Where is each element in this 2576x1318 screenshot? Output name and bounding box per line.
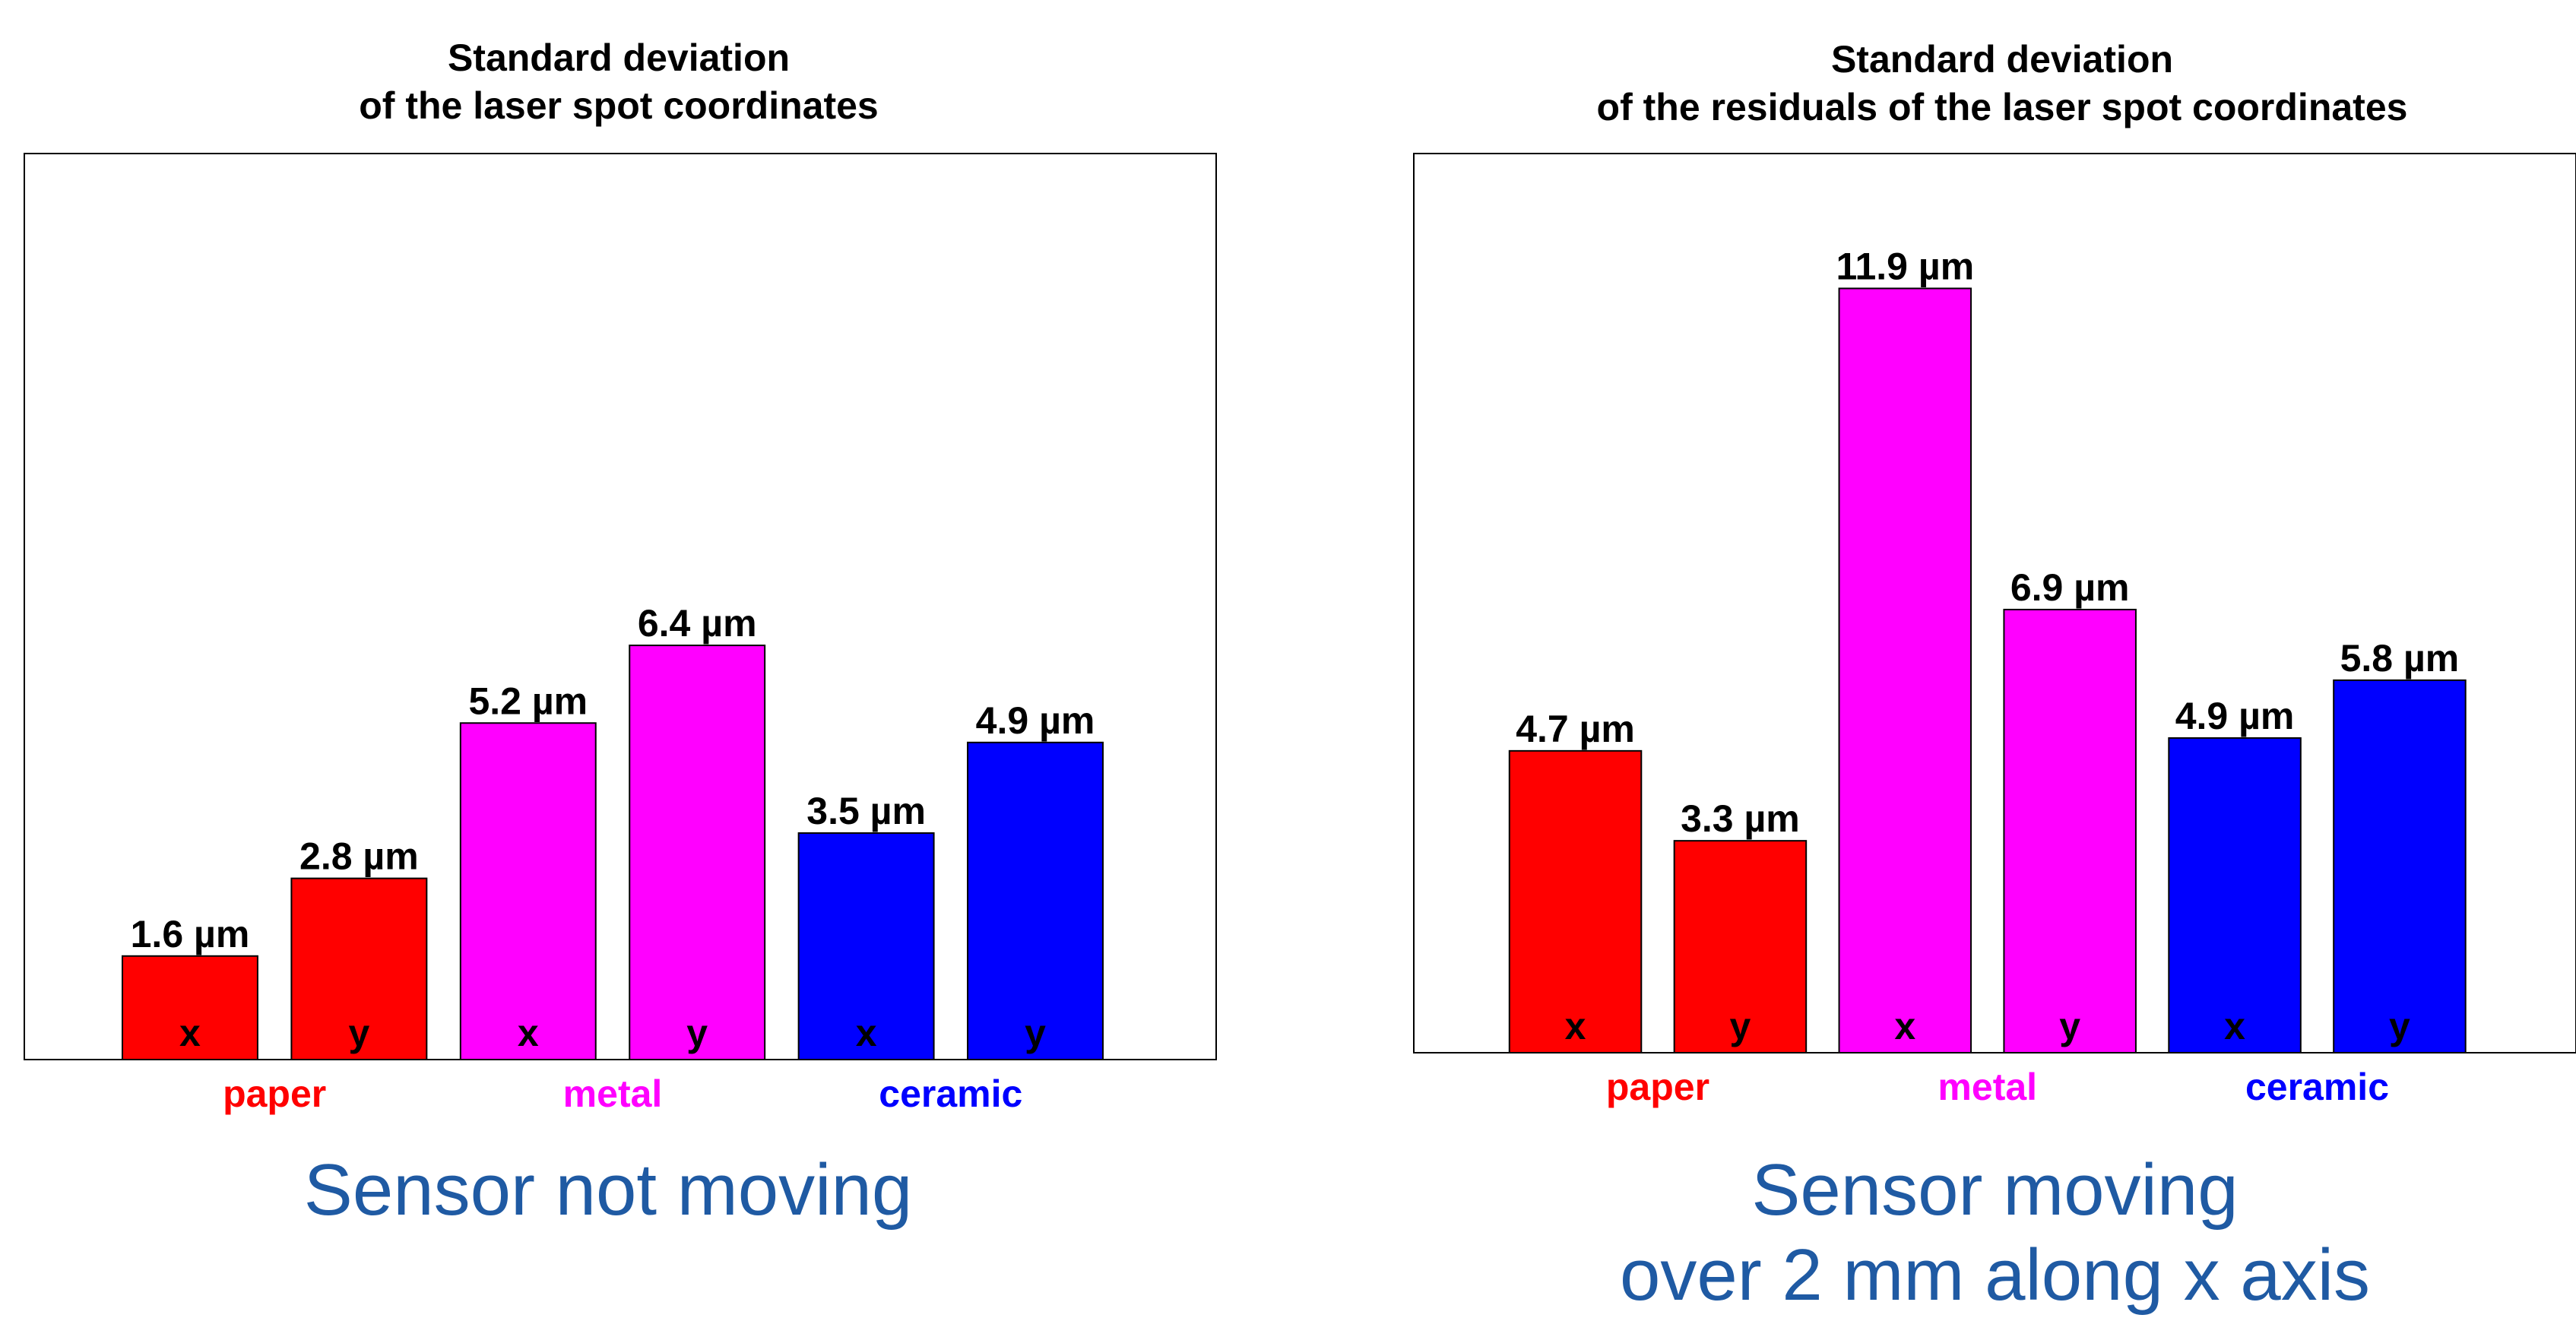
bar-axis-label: y bbox=[348, 1012, 369, 1054]
group-label-paper: paper bbox=[223, 1072, 326, 1115]
bar-data-label: 6.4 µm bbox=[638, 602, 757, 645]
caption-right-line-2: over 2 mm along x axis bbox=[1619, 1234, 2371, 1316]
bar-data-label: 6.9 µm bbox=[2010, 566, 2130, 609]
caption-right-line-1: Sensor moving bbox=[1751, 1149, 2239, 1231]
bar-axis-label: x bbox=[518, 1012, 539, 1054]
chart-title-line: Standard deviation bbox=[1831, 38, 2173, 81]
bar-data-label: 3.3 µm bbox=[1681, 797, 1800, 840]
bar-data-label: 11.9 µm bbox=[1836, 245, 1974, 287]
group-label-metal: metal bbox=[563, 1072, 663, 1115]
caption-left-line-1: Sensor not moving bbox=[303, 1149, 913, 1231]
bar-metal-x bbox=[1838, 287, 1972, 1053]
bar-axis-label: y bbox=[2389, 1005, 2410, 1047]
bar-axis-label: y bbox=[1730, 1005, 1751, 1047]
chart-2: Standard deviation of the residuals of th… bbox=[1413, 38, 2576, 1108]
bar-data-label: 4.9 µm bbox=[976, 699, 1095, 742]
bar-metal-y bbox=[2003, 608, 2137, 1053]
bar-paper-y bbox=[290, 877, 428, 1060]
bar-metal-y bbox=[629, 645, 766, 1060]
bar-axis-label: x bbox=[856, 1012, 877, 1054]
chart-title-line: of the laser spot coordinates bbox=[359, 84, 878, 127]
group-label-ceramic: ceramic bbox=[879, 1072, 1022, 1115]
bar-data-label: 3.5 µm bbox=[806, 790, 926, 832]
bar-data-label: 4.7 µm bbox=[1516, 708, 1635, 750]
bar-metal-x bbox=[459, 722, 597, 1060]
chart-title-line: of the residuals of the laser spot coord… bbox=[1597, 86, 2408, 128]
group-label-paper: paper bbox=[1606, 1066, 1709, 1108]
bar-paper-x bbox=[121, 955, 258, 1061]
bar-data-label: 1.6 µm bbox=[131, 913, 250, 955]
bar-ceramic-y bbox=[967, 741, 1104, 1060]
bar-ceramic-y bbox=[2333, 679, 2467, 1054]
bar-data-label: 2.8 µm bbox=[299, 835, 419, 878]
bar-axis-label: y bbox=[1025, 1012, 1046, 1054]
bar-ceramic-x bbox=[797, 832, 935, 1060]
group-label-ceramic: ceramic bbox=[2245, 1066, 2389, 1108]
caption-left: Sensor not moving bbox=[0, 1148, 1216, 1233]
bar-axis-label: x bbox=[179, 1012, 201, 1054]
chart-1: Standard deviation of the laser spot coor… bbox=[24, 36, 1217, 1115]
bar-data-label: 5.8 µm bbox=[2340, 637, 2460, 680]
bar-ceramic-x bbox=[2168, 737, 2302, 1053]
bar-axis-label: y bbox=[2059, 1005, 2080, 1047]
bar-paper-y bbox=[1673, 840, 1808, 1054]
bar-data-label: 4.9 µm bbox=[2175, 695, 2295, 737]
bar-axis-label: x bbox=[1894, 1005, 1915, 1047]
chart-title-line: Standard deviation bbox=[448, 36, 790, 79]
bar-axis-label: x bbox=[1565, 1005, 1586, 1047]
bar-axis-label: y bbox=[686, 1012, 708, 1054]
bar-data-label: 5.2 µm bbox=[468, 680, 588, 722]
caption-right: Sensor moving over 2 mm along x axis bbox=[1414, 1148, 2576, 1318]
group-label-metal: metal bbox=[1938, 1066, 2037, 1108]
bar-axis-label: x bbox=[2224, 1005, 2245, 1047]
bar-paper-x bbox=[1508, 749, 1643, 1053]
